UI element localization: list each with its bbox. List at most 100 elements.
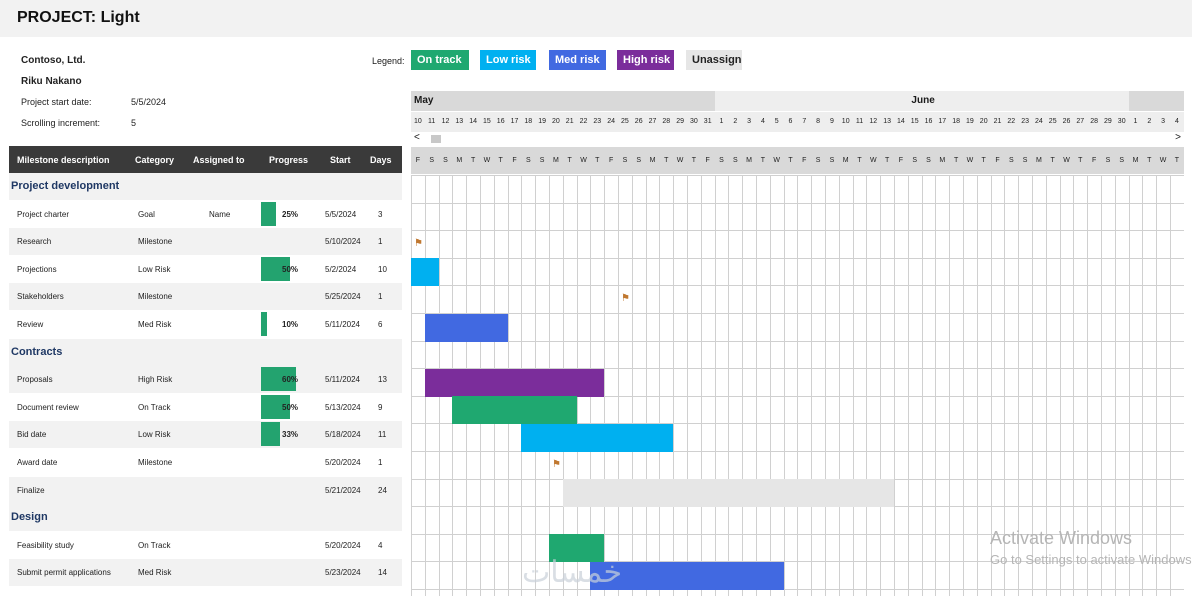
day-number: 21 xyxy=(565,118,574,125)
task-bar[interactable] xyxy=(424,313,508,342)
start-cell[interactable]: 5/2/2024 xyxy=(325,264,357,274)
grid-line xyxy=(673,175,674,596)
start-cell[interactable]: 5/13/2024 xyxy=(325,402,361,412)
category-cell[interactable]: Low Risk xyxy=(138,430,171,440)
task-bar[interactable] xyxy=(411,258,439,287)
milestone-cell[interactable]: Award date xyxy=(17,458,58,467)
table-row[interactable]: Review Med Risk 5/11/2024 6 10% xyxy=(9,311,402,338)
start-cell[interactable]: 5/20/2024 xyxy=(325,540,361,550)
table-row[interactable]: Research Milestone 5/10/2024 1 xyxy=(9,228,402,256)
grid-line xyxy=(880,175,881,596)
category-cell[interactable]: Med Risk xyxy=(138,320,172,329)
category-cell[interactable]: Low Risk xyxy=(138,264,171,274)
table-row[interactable]: Feasibility study On Track 5/20/2024 4 xyxy=(9,532,402,559)
table-row[interactable]: Award date Milestone 5/20/2024 1 xyxy=(9,449,402,476)
gantt-chart: May June 10 11 12 13 14 15 16 17 18 19 20 21 22 23 24 25… xyxy=(411,91,1184,596)
weekday-letter: S xyxy=(1022,157,1028,164)
day-number: 27 xyxy=(648,118,657,125)
col-assigned: Assigned to xyxy=(193,155,245,165)
grid-line xyxy=(949,175,950,596)
start-cell[interactable]: 5/10/2024 xyxy=(325,237,361,247)
milestone-cell[interactable]: Feasibility study xyxy=(17,540,74,550)
milestone-cell[interactable]: Project charter xyxy=(17,209,70,219)
table-row[interactable]: Project charter Goal Name 5/5/2024 3 25% xyxy=(9,201,402,228)
table-row[interactable]: Finalize 5/21/2024 24 xyxy=(9,476,402,504)
grid-line xyxy=(411,368,1184,369)
progress-value: 60% xyxy=(282,375,299,385)
task-bar[interactable] xyxy=(590,561,784,590)
task-bar[interactable] xyxy=(452,396,577,425)
category-cell[interactable]: High Risk xyxy=(138,375,173,385)
scroll-left-button[interactable]: < xyxy=(414,132,420,143)
milestone-cell[interactable]: Review xyxy=(17,320,44,329)
weekday-letter: S xyxy=(636,157,642,164)
task-bar[interactable] xyxy=(521,423,674,452)
days-cell[interactable]: 11 xyxy=(378,430,387,440)
days-cell[interactable]: 3 xyxy=(378,209,383,219)
scroll-thumb[interactable] xyxy=(431,135,441,143)
milestone-cell[interactable]: Projections xyxy=(17,264,57,274)
category-cell[interactable]: Goal xyxy=(138,209,155,219)
days-cell[interactable]: 24 xyxy=(378,485,387,495)
assigned-cell[interactable]: Name xyxy=(209,209,231,219)
day-number: 22 xyxy=(579,118,588,125)
table-row[interactable]: Document review On Track 5/13/2024 9 50% xyxy=(9,394,402,421)
weekday-letter: T xyxy=(1078,157,1083,164)
days-cell[interactable]: 13 xyxy=(378,375,387,385)
start-cell[interactable]: 5/11/2024 xyxy=(325,320,360,329)
days-cell[interactable]: 9 xyxy=(378,402,383,412)
start-cell[interactable]: 5/23/2024 xyxy=(325,568,361,578)
milestone-cell[interactable]: Submit permit applications xyxy=(17,568,111,578)
start-cell[interactable]: 5/11/2024 xyxy=(325,375,360,385)
table-row[interactable]: Projections Low Risk 5/2/2024 10 50% xyxy=(9,256,402,283)
category-cell[interactable]: Milestone xyxy=(138,458,173,467)
task-bar[interactable] xyxy=(562,479,894,508)
scroll-right-button[interactable]: > xyxy=(1175,132,1181,143)
grid-line xyxy=(411,396,1184,397)
table-row[interactable]: Submit permit applications Med Risk 5/23/2… xyxy=(9,559,402,587)
days-cell[interactable]: 14 xyxy=(378,568,387,578)
category-cell[interactable]: Milestone xyxy=(138,237,173,247)
weekday-letter: F xyxy=(995,157,1000,164)
start-cell[interactable]: 5/21/2024 xyxy=(325,485,361,495)
start-cell[interactable]: 5/20/2024 xyxy=(325,458,361,467)
day-number: 6 xyxy=(788,118,793,125)
grid-line xyxy=(604,175,605,596)
scroll-increment-value[interactable]: 5 xyxy=(131,118,137,128)
milestone-cell[interactable]: Document review xyxy=(17,402,79,412)
weekday-letter: S xyxy=(829,157,835,164)
days-cell[interactable]: 6 xyxy=(378,320,383,329)
milestone-cell[interactable]: Stakeholders xyxy=(17,292,64,302)
category-cell[interactable]: On Track xyxy=(138,402,171,412)
start-cell[interactable]: 5/25/2024 xyxy=(325,292,361,302)
start-cell[interactable]: 5/5/2024 xyxy=(325,209,357,219)
milestone-cell[interactable]: Research xyxy=(17,237,52,247)
table-row[interactable]: Proposals High Risk 5/11/2024 13 60% xyxy=(9,366,402,394)
day-number: 26 xyxy=(634,118,643,125)
category-cell[interactable]: Med Risk xyxy=(138,568,172,578)
table-row[interactable]: Stakeholders Milestone 5/25/2024 1 xyxy=(9,283,402,311)
days-cell[interactable]: 1 xyxy=(378,237,383,247)
day-number: 11 xyxy=(855,118,864,125)
category-cell[interactable]: Milestone xyxy=(138,292,173,302)
table-row[interactable]: Bid date Low Risk 5/18/2024 11 33% xyxy=(9,421,402,449)
weekday-letter: T xyxy=(884,157,890,164)
days-cell[interactable]: 1 xyxy=(378,458,383,467)
days-cell[interactable]: 10 xyxy=(378,264,387,274)
scroll-increment-label: Scrolling increment: xyxy=(21,118,101,128)
day-number: 29 xyxy=(676,118,684,125)
category-cell[interactable]: On Track xyxy=(138,540,171,550)
milestone-cell[interactable]: Finalize xyxy=(17,485,45,495)
start-date-value[interactable]: 5/5/2024 xyxy=(131,97,167,107)
section-header: Project development xyxy=(9,173,402,200)
task-bar[interactable] xyxy=(549,534,605,563)
timeline-scrollbar[interactable]: < > xyxy=(411,132,1184,145)
start-cell[interactable]: 5/18/2024 xyxy=(325,430,361,440)
task-bar[interactable] xyxy=(424,368,605,397)
milestone-cell[interactable]: Bid date xyxy=(17,430,47,440)
weekday-letter: S xyxy=(1008,157,1014,164)
days-cell[interactable]: 1 xyxy=(378,292,383,302)
weekday-letter: F xyxy=(705,157,710,164)
days-cell[interactable]: 4 xyxy=(378,540,383,550)
milestone-cell[interactable]: Proposals xyxy=(17,375,53,385)
